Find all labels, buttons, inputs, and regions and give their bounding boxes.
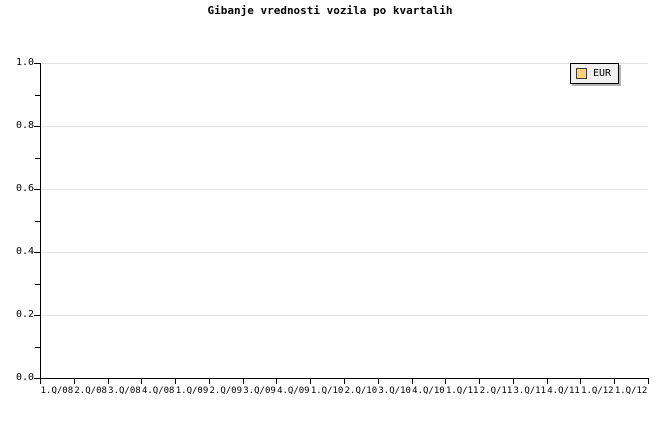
x-axis-tick <box>243 379 244 384</box>
plot-area <box>40 63 648 378</box>
x-axis-line <box>40 378 649 379</box>
legend-label-eur: EUR <box>593 68 612 79</box>
x-axis-label: 2.Q/08 <box>74 386 107 396</box>
y-axis-tick-major <box>34 378 40 379</box>
x-axis-label: 1.Q/10 <box>310 386 344 396</box>
x-axis-tick <box>378 379 379 384</box>
y-axis-tick-major <box>34 315 40 316</box>
x-axis-label: 3.Q/08 <box>108 386 141 396</box>
x-axis-tick <box>580 379 581 384</box>
y-axis-label: 0.0 <box>15 372 34 383</box>
x-axis-tick <box>40 379 41 384</box>
y-axis-label: 0.4 <box>15 246 34 257</box>
y-axis-label: 0.6 <box>15 183 34 194</box>
x-axis-tick <box>614 379 615 384</box>
y-axis-tick-major <box>34 63 40 64</box>
y-axis-labels: 1.0 0.8 0.6 0.4 0.2 0.0 <box>0 0 34 440</box>
gridline <box>40 126 648 127</box>
x-axis-tick <box>175 379 176 384</box>
x-axis-label: 2.Q/10 <box>344 386 378 396</box>
x-axis-tick <box>310 379 311 384</box>
x-axis-label: 3.Q/09 <box>243 386 276 396</box>
x-axis-label: 1.Q/12 <box>614 386 648 396</box>
y-axis-tick-minor <box>35 157 40 159</box>
x-axis-tick <box>74 379 75 384</box>
x-axis-tick <box>209 379 210 384</box>
x-axis-tick <box>412 379 413 384</box>
x-axis-label: 4.Q/08 <box>141 386 175 396</box>
x-axis-tick <box>445 379 446 384</box>
legend-swatch-eur <box>576 68 587 79</box>
y-axis-tick-minor <box>35 346 40 348</box>
x-axis-tick <box>648 379 649 384</box>
x-axis-tick <box>108 379 109 384</box>
x-axis-tick <box>513 379 514 384</box>
x-axis-label: 1.Q/08 <box>40 386 74 396</box>
x-axis-label: 4.Q/11 <box>547 386 580 396</box>
x-axis-tick <box>276 379 277 384</box>
x-axis-label: 3.Q/10 <box>378 386 411 396</box>
gridline <box>40 252 648 253</box>
x-axis-tick <box>141 379 142 384</box>
x-axis-label: 4.Q/10 <box>412 386 445 396</box>
y-axis-label: 0.8 <box>15 120 34 131</box>
x-axis-tick <box>547 379 548 384</box>
chart-title: Gibanje vrednosti vozila po kvartalih <box>207 4 453 17</box>
y-axis-label: 1.0 <box>15 57 34 68</box>
y-axis-line <box>40 63 41 379</box>
x-axis-tick <box>479 379 480 384</box>
y-axis-label: 0.2 <box>15 309 34 320</box>
gridline <box>40 315 648 316</box>
y-axis-tick-minor <box>35 220 40 222</box>
gridline <box>40 189 648 190</box>
y-axis-tick-major <box>34 189 40 190</box>
x-axis-label: 4.Q/09 <box>277 386 310 396</box>
x-axis-label: 2.Q/11 <box>479 386 513 396</box>
x-axis-tick <box>344 379 345 384</box>
gridline <box>40 63 648 64</box>
chart-legend[interactable]: EUR <box>570 63 620 84</box>
x-axis-label: 1.Q/12 <box>581 386 614 396</box>
x-axis-label: 1.Q/09 <box>175 386 209 396</box>
x-axis-label: 3.Q/11 <box>513 386 547 396</box>
y-axis-tick-major <box>34 252 40 253</box>
y-axis-tick-major <box>34 126 40 127</box>
x-axis-label: 2.Q/09 <box>209 386 243 396</box>
y-axis-tick-minor <box>35 283 40 285</box>
y-axis-tick-minor <box>35 94 40 96</box>
x-axis-label: 1.Q/11 <box>445 386 479 396</box>
